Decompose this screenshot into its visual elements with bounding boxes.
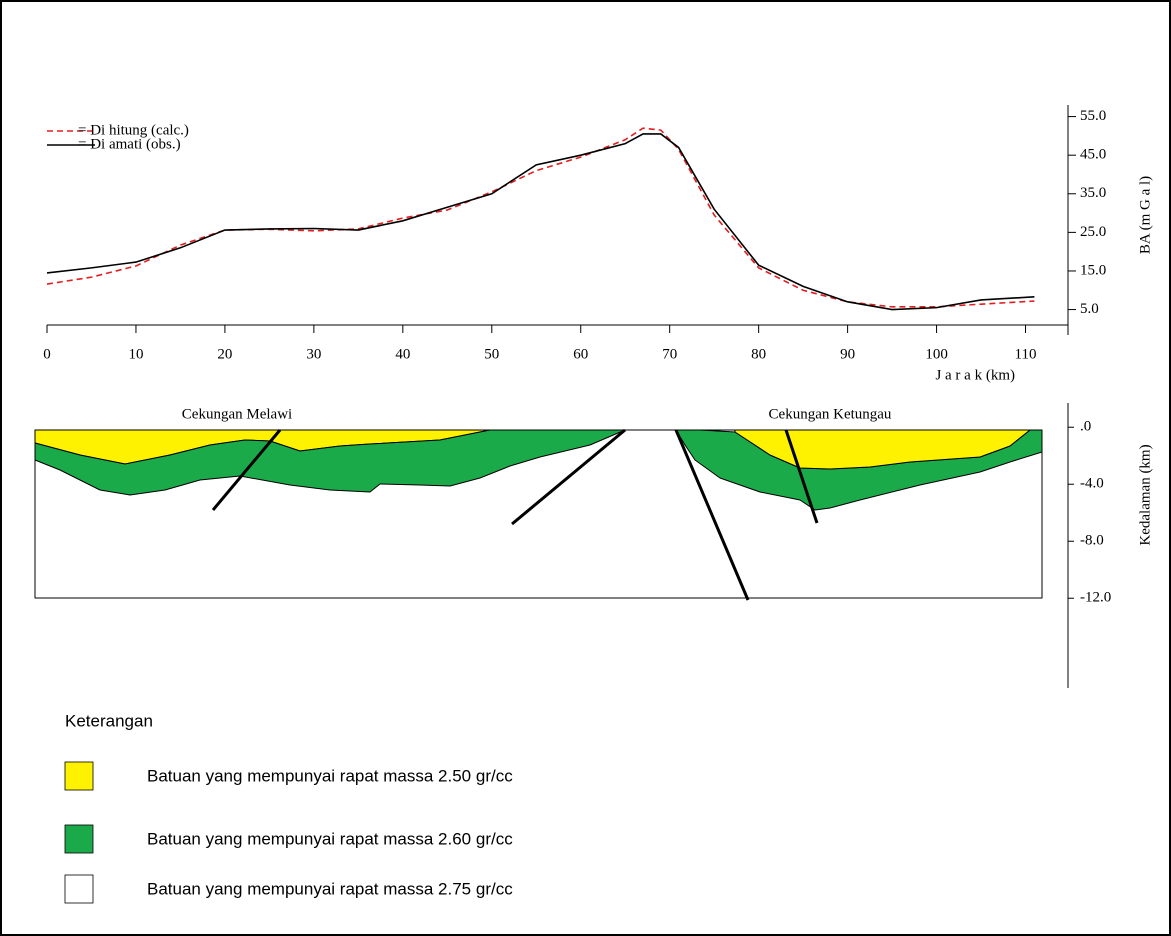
y-tick-label: 25.0 [1080,224,1106,240]
legend-label: = Di hitung (calc.) [78,122,189,138]
legend-label: Batuan yang mempunyai rapat massa 2.60 g… [147,829,513,848]
x-tick-label: 30 [306,346,321,362]
legend-title: Keterangan [65,711,153,730]
fault [784,429,819,524]
legend-swatch [64,824,94,854]
x-axis-label: J a r a k (km) [935,367,1015,383]
legend-swatch [64,761,94,791]
data-line [46,127,1035,308]
y-tick-label: 15.0 [1080,262,1106,278]
cross-section [34,428,1043,601]
fault [674,429,750,601]
y-axis-label: BA (m G a l) [1137,176,1153,254]
fault [511,428,626,526]
x-tick-label: 110 [1015,346,1037,362]
layer-250 [734,429,1031,470]
basin-label: Cekungan Ketungau [769,406,892,422]
x-tick-label: 20 [217,346,232,362]
y-tick-label: .0 [1080,419,1091,435]
y-tick-label: 45.0 [1080,147,1106,163]
legend-label: Batuan yang mempunyai rapat massa 2.50 g… [147,766,513,785]
x-tick-label: 100 [925,346,948,362]
x-tick-label: 40 [395,346,410,362]
data-line [46,133,1035,311]
faults [211,428,819,601]
fault [211,429,282,511]
x-tick-label: 0 [43,346,51,362]
y-tick-label: -12.0 [1080,590,1111,606]
x-tick-label: 60 [573,346,588,362]
legend-label: Batuan yang mempunyai rapat massa 2.75 g… [147,879,513,898]
y-tick-label: 5.0 [1080,301,1099,317]
layer-260 [34,429,626,496]
x-tick-label: 70 [662,346,677,362]
legend-swatch [64,874,94,904]
basin-label: Cekungan Melawi [182,406,292,422]
legend-label: = Di amati (obs.) [78,136,181,152]
y-tick-label: 35.0 [1080,185,1106,201]
x-tick-label: 10 [128,346,143,362]
y-tick-label: -8.0 [1080,533,1104,549]
y-axis-label: Kedalaman (km) [1137,444,1153,545]
x-tick-label: 90 [840,346,855,362]
x-tick-label: 80 [751,346,766,362]
x-tick-label: 50 [484,346,499,362]
y-tick-label: 55.0 [1080,108,1106,124]
y-tick-label: -4.0 [1080,476,1104,492]
